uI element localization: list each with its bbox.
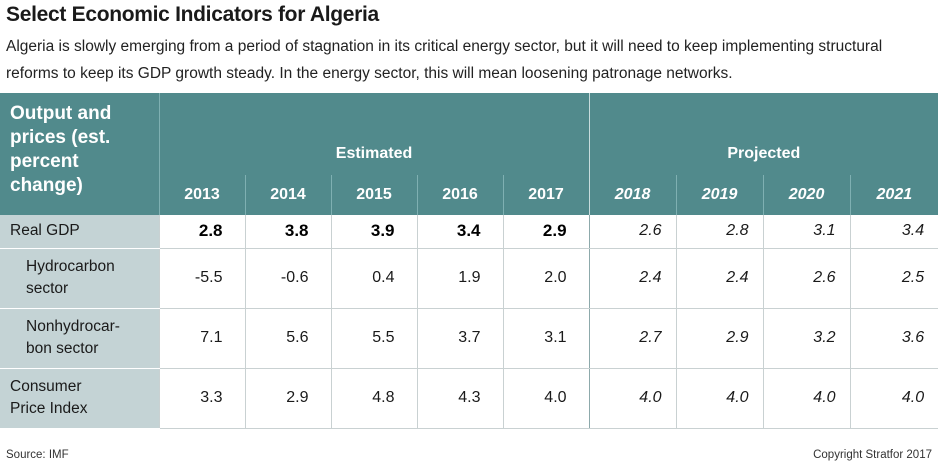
data-cell: 2.6 <box>762 248 851 309</box>
year-header: 2019 <box>675 175 764 215</box>
data-cell: 3.6 <box>849 308 939 369</box>
data-cell: 2.7 <box>588 308 677 369</box>
data-cell: -0.6 <box>244 248 331 309</box>
year-header: 2021 <box>849 175 939 215</box>
indicator-table: Output and prices (est. percent change) Est… <box>0 93 939 429</box>
year-header: 2016 <box>416 175 503 215</box>
data-cell: 4.0 <box>588 368 677 429</box>
year-header: 2017 <box>502 175 590 215</box>
data-cell: 3.1 <box>502 308 590 369</box>
data-cell: 4.0 <box>762 368 851 429</box>
table-row-hydrocarbon: Hydrocarbon sector -5.5 -0.6 0.4 1.9 2.0 … <box>0 248 939 309</box>
year-header: 2015 <box>330 175 417 215</box>
data-cell: 5.6 <box>244 308 331 369</box>
group-header-estimated: Estimated <box>158 93 590 175</box>
data-cell: 2.4 <box>588 248 677 309</box>
data-cell: 3.7 <box>416 308 503 369</box>
data-cell: 2.0 <box>502 248 590 309</box>
data-cell: 4.8 <box>330 368 417 429</box>
group-header-projected: Projected <box>588 93 939 175</box>
chart-title: Select Economic Indicators for Algeria <box>6 3 379 26</box>
data-cell: -5.5 <box>158 248 245 309</box>
table-row-nonhydrocarbon: Nonhydrocar-bon sector 7.1 5.6 5.5 3.7 3… <box>0 308 939 369</box>
chart-subtitle: Algeria is slowly emerging from a period… <box>6 38 883 82</box>
data-cell: 1.9 <box>416 248 503 309</box>
data-cell: 3.2 <box>762 308 851 369</box>
table-header-label: Output and prices (est. percent change) <box>0 93 159 215</box>
data-cell: 4.0 <box>675 368 764 429</box>
data-cell: 4.0 <box>502 368 590 429</box>
data-cell: 2.9 <box>502 215 590 249</box>
year-header: 2018 <box>588 175 677 215</box>
data-cell: 3.4 <box>416 215 503 249</box>
data-cell: 4.0 <box>849 368 939 429</box>
data-cell: 0.4 <box>330 248 417 309</box>
year-header: 2014 <box>244 175 331 215</box>
data-cell: 2.8 <box>158 215 245 249</box>
data-cell: 3.9 <box>330 215 417 249</box>
data-cell: 3.4 <box>849 215 939 249</box>
table-row-cpi: Consumer Price Index 3.3 2.9 4.8 4.3 4.0 … <box>0 368 939 429</box>
copyright-note: Copyright Stratfor 2017 <box>813 449 932 461</box>
data-cell: 4.3 <box>416 368 503 429</box>
data-cell: 7.1 <box>158 308 245 369</box>
year-header: 2013 <box>158 175 245 215</box>
table-row-real-gdp: Real GDP 2.8 3.8 3.9 3.4 2.9 2.6 2.8 3.1… <box>0 215 939 249</box>
data-cell: 3.1 <box>762 215 851 249</box>
data-cell: 5.5 <box>330 308 417 369</box>
data-cell: 2.9 <box>244 368 331 429</box>
data-cell: 2.8 <box>675 215 764 249</box>
source-note: Source: IMF <box>6 449 69 461</box>
row-label-cpi: Consumer Price Index <box>0 368 159 429</box>
data-cell: 2.4 <box>675 248 764 309</box>
year-header: 2020 <box>762 175 851 215</box>
data-cell: 3.8 <box>244 215 331 249</box>
data-cell: 2.6 <box>588 215 677 249</box>
data-cell: 2.5 <box>849 248 939 309</box>
data-cell: 3.3 <box>158 368 245 429</box>
data-cell: 2.9 <box>675 308 764 369</box>
row-label-nonhydrocarbon: Nonhydrocar-bon sector <box>0 308 159 369</box>
row-label-hydrocarbon: Hydrocarbon sector <box>0 248 159 309</box>
row-label-real-gdp: Real GDP <box>0 215 159 249</box>
